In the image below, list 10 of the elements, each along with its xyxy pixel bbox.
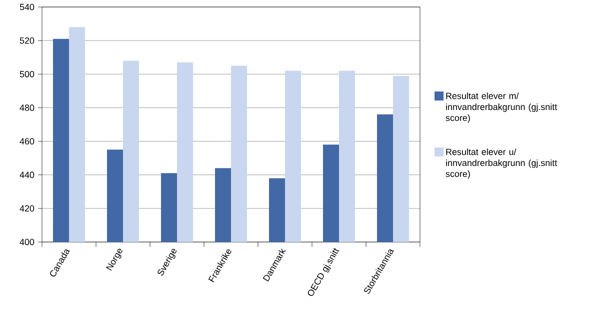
legend-label: Resultat elever u/ innvandrerbakgrunn (gj.snitt score) xyxy=(446,148,558,179)
y-tick-label: 440 xyxy=(20,172,34,178)
y-tick-label: 500 xyxy=(20,70,34,78)
legend-label: Resultat elever m/ innvandrerbakgrunn (gj.snitt score) xyxy=(446,92,558,123)
y-tick-label: 520 xyxy=(20,37,34,44)
y-tick-label: 420 xyxy=(20,205,34,212)
y-tick-label: 460 xyxy=(20,138,34,144)
y-tick-label: 400 xyxy=(20,238,34,246)
y-tick-label: 480 xyxy=(20,104,34,111)
y-tick-label: 540 xyxy=(20,4,34,10)
